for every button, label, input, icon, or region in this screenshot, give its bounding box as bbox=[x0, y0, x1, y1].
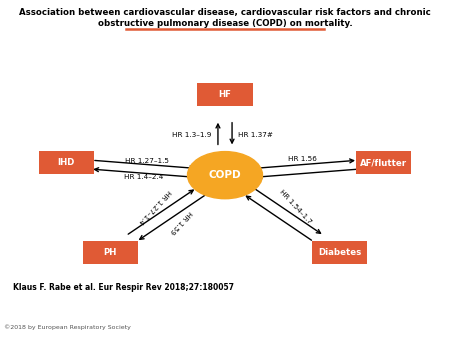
Text: HR 1.3–1.9: HR 1.3–1.9 bbox=[172, 132, 212, 138]
Text: AF/flutter: AF/flutter bbox=[360, 158, 407, 167]
Text: HR 1.4–2.4: HR 1.4–2.4 bbox=[124, 174, 164, 180]
Circle shape bbox=[188, 151, 262, 199]
FancyBboxPatch shape bbox=[198, 83, 252, 106]
Text: Association between cardiovascular disease, cardiovascular risk factors and chro: Association between cardiovascular disea… bbox=[19, 8, 431, 18]
Text: COPD: COPD bbox=[209, 170, 241, 180]
Text: Diabetes: Diabetes bbox=[318, 248, 361, 257]
Text: HR 1.56: HR 1.56 bbox=[288, 156, 317, 162]
FancyBboxPatch shape bbox=[39, 151, 94, 174]
Text: ©2018 by European Respiratory Society: ©2018 by European Respiratory Society bbox=[4, 324, 131, 330]
Text: HF: HF bbox=[219, 90, 231, 99]
Text: HR 1.27–1.5: HR 1.27–1.5 bbox=[125, 158, 169, 164]
Text: HR 1.59: HR 1.59 bbox=[169, 209, 193, 234]
Text: Klaus F. Rabe et al. Eur Respir Rev 2018;27:180057: Klaus F. Rabe et al. Eur Respir Rev 2018… bbox=[14, 283, 234, 292]
Text: HR 1.37#: HR 1.37# bbox=[238, 132, 273, 138]
FancyBboxPatch shape bbox=[356, 151, 411, 174]
Text: HR 1.27–1.4: HR 1.27–1.4 bbox=[138, 188, 172, 224]
Text: HR 1.54–1.7: HR 1.54–1.7 bbox=[278, 188, 312, 224]
FancyBboxPatch shape bbox=[312, 241, 367, 264]
Text: PH: PH bbox=[104, 248, 117, 257]
Text: obstructive pulmonary disease (COPD) on mortality.: obstructive pulmonary disease (COPD) on … bbox=[98, 19, 352, 28]
FancyBboxPatch shape bbox=[83, 241, 138, 264]
Text: IHD: IHD bbox=[58, 158, 75, 167]
